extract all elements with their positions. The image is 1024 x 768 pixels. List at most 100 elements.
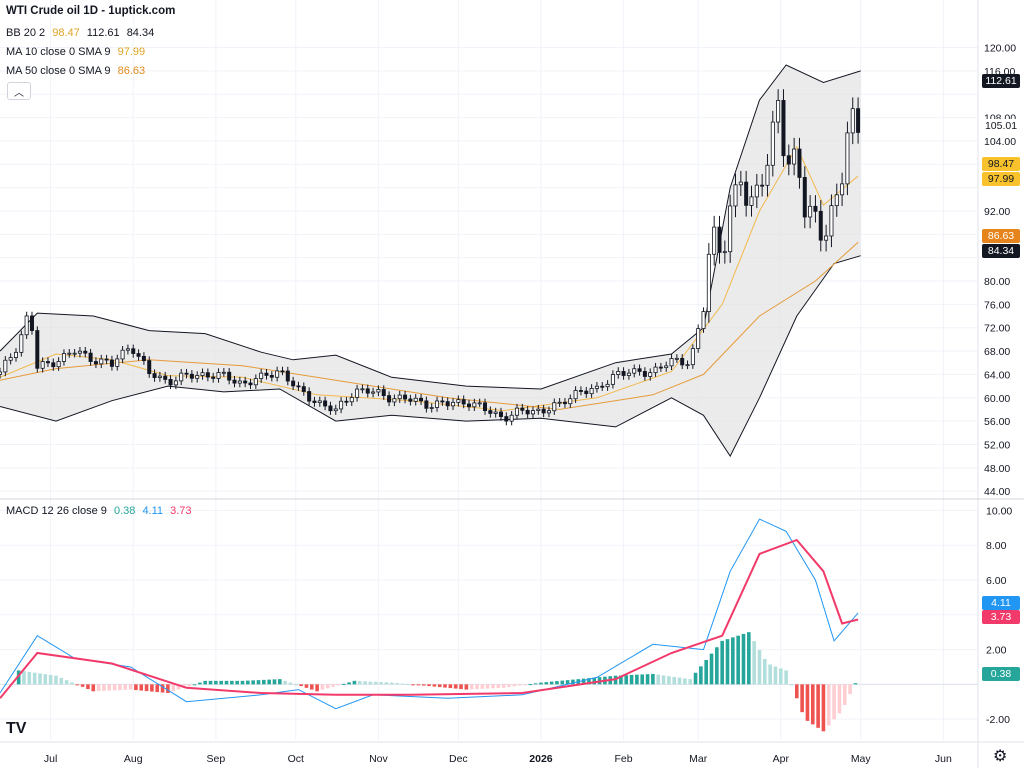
macd-histogram-bar (59, 677, 64, 685)
macd-histogram-bar (176, 684, 181, 690)
bb-lower-value: 84.34 (126, 27, 155, 39)
candle-body (498, 411, 503, 417)
candle-body (680, 357, 685, 366)
time-tick-label: Feb (615, 753, 633, 765)
macd-histogram-bar (38, 673, 42, 685)
macd-histogram-bar (208, 680, 213, 685)
ma10-label: MA 10 close 0 SMA 9 (6, 46, 111, 58)
tradingview-logo[interactable]: TV (6, 720, 27, 737)
time-tick-label: Nov (369, 753, 388, 765)
candle-body (829, 205, 834, 237)
macd-histogram-bar (315, 684, 319, 692)
candle-body (813, 205, 818, 212)
candle-body (781, 100, 786, 157)
candle-body (440, 400, 445, 403)
macd-histogram-bar (635, 674, 639, 685)
candle-body (642, 371, 647, 377)
macd-histogram-bar (741, 633, 746, 685)
candle-body (387, 395, 392, 403)
candle-body (435, 400, 440, 408)
collapse-legend-button[interactable]: ︿ (7, 82, 31, 100)
badge-signal: 3.73 (982, 610, 1020, 624)
candle-body (77, 350, 82, 354)
candle-body (445, 401, 450, 407)
macd-histogram-bar (421, 684, 426, 686)
macd-histogram-bar (725, 639, 730, 685)
macd-histogram-bar (187, 684, 192, 687)
candle-body (275, 370, 280, 378)
candle-body (83, 350, 88, 354)
candle-body (360, 388, 365, 391)
bb-lower-line (0, 255, 861, 458)
macd-histogram-bar (379, 682, 383, 685)
candle-body (403, 394, 408, 400)
candle-body (56, 361, 61, 368)
candle-body (285, 370, 290, 382)
macd-histogram-bar (544, 682, 549, 685)
ma10-value: 97.99 (117, 46, 146, 58)
candle-body (749, 196, 754, 206)
candle-body (317, 400, 322, 403)
macd-histogram-bar (469, 684, 474, 690)
macd-histogram-bar (405, 684, 410, 686)
macd-histogram-bar (523, 684, 527, 686)
time-tick-label: Oct (288, 753, 304, 765)
candle-body (184, 372, 189, 375)
macd-histogram-bar (304, 684, 309, 688)
macd-histogram-bar (352, 680, 357, 685)
macd-histogram-bar (656, 674, 661, 685)
candle-body (0, 371, 3, 375)
candle-body (856, 108, 861, 133)
macd-histogram-bar (720, 640, 724, 685)
macd-histogram-bar (54, 675, 58, 685)
candle-body (8, 357, 13, 361)
macd-histogram-bar (453, 684, 458, 689)
ma50-legend: MA 50 close 0 SMA 9 86.63 (6, 65, 149, 77)
price-tick-label: 56.00 (984, 416, 1010, 428)
candle-body (376, 389, 381, 393)
candle-body (610, 374, 615, 385)
macd-legend: MACD 12 26 close 9 0.38 4.11 3.73 (6, 505, 196, 517)
candle-body (802, 177, 807, 218)
macd-histogram-bar (347, 682, 351, 685)
macd-histogram-bar (309, 684, 314, 690)
candle-body (834, 194, 839, 207)
candle-body (754, 184, 759, 198)
candle-body (616, 371, 621, 375)
gear-icon[interactable]: ⚙ (993, 748, 1008, 765)
candle-body (109, 359, 114, 367)
macd-histogram-bar (256, 680, 261, 685)
candle-body (456, 399, 461, 403)
macd-histogram-bar (214, 680, 218, 685)
macd-histogram-bar (496, 684, 501, 689)
candle-body (269, 375, 274, 378)
price-tick-label: 44.00 (984, 486, 1010, 498)
candle-body (573, 390, 578, 400)
time-tick-label: Aug (124, 753, 143, 765)
candle-body (323, 400, 328, 407)
macd-histogram-bar (661, 675, 666, 685)
candle-body (339, 400, 344, 410)
candle-body (216, 372, 221, 379)
macd-histogram-bar (592, 677, 597, 685)
candle-body (760, 184, 765, 187)
ma50-label: MA 50 close 0 SMA 9 (6, 65, 111, 77)
macd-histogram-bar (437, 684, 442, 688)
candle-body (621, 371, 626, 376)
macd-histogram-bar (677, 677, 682, 685)
macd-histogram-bar (672, 676, 677, 685)
macd-histogram-bar (651, 673, 655, 685)
candle-body (520, 407, 525, 411)
candle-body (568, 398, 573, 405)
candle-body (808, 205, 813, 218)
time-tick-label: May (851, 753, 872, 765)
macd-tick-label: 6.00 (986, 575, 1007, 587)
macd-histogram-bar (507, 684, 511, 688)
candle-body (232, 379, 237, 384)
ma50-line (0, 241, 859, 410)
candle-body (536, 408, 541, 411)
macd-histogram-bar (86, 684, 90, 690)
candle-body (157, 375, 162, 378)
candle-body (765, 164, 770, 186)
